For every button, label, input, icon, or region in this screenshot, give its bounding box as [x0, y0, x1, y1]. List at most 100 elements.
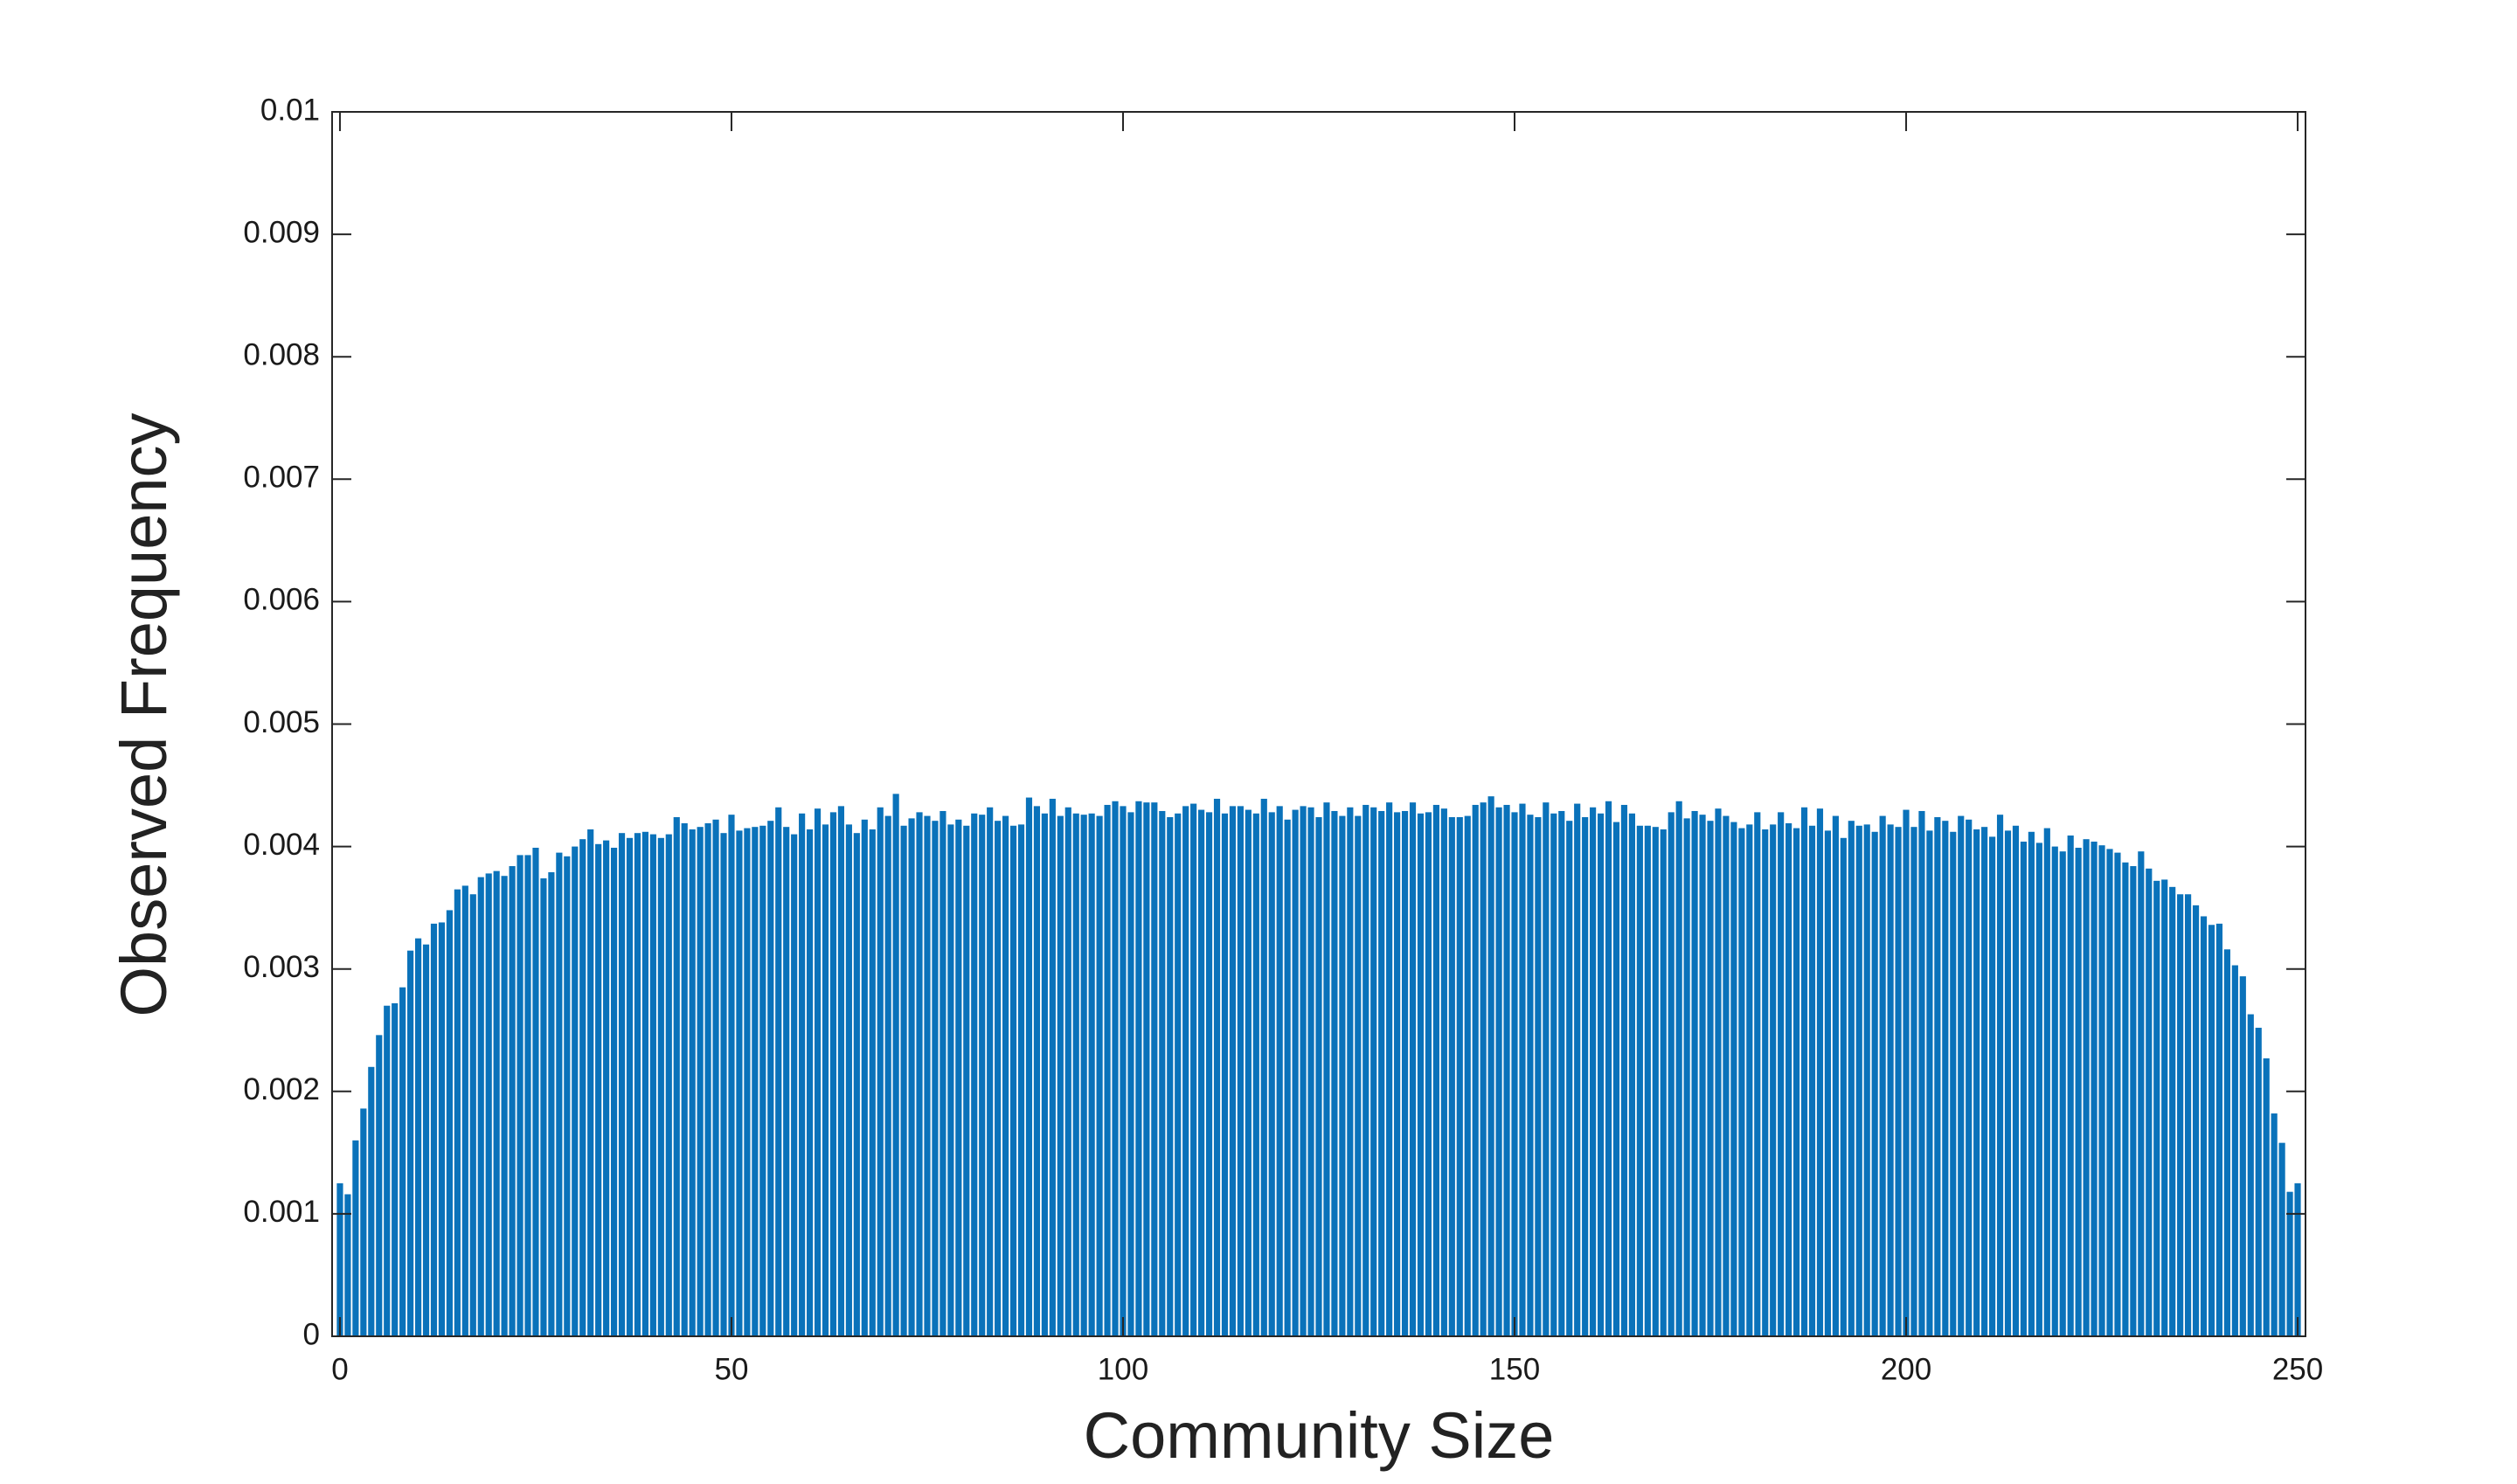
- bar: [987, 807, 994, 1336]
- bar: [2247, 1014, 2254, 1336]
- bar: [1480, 802, 1487, 1336]
- bar: [1072, 813, 1079, 1336]
- bar: [1143, 802, 1150, 1336]
- bar: [916, 812, 923, 1336]
- bar: [2106, 849, 2113, 1336]
- bar: [2208, 925, 2215, 1336]
- bar: [1879, 815, 1886, 1336]
- bar: [775, 807, 782, 1336]
- bar: [2255, 1027, 2262, 1336]
- bar: [681, 822, 688, 1336]
- bar: [1175, 813, 1182, 1336]
- bar: [360, 1108, 367, 1336]
- bar: [744, 828, 751, 1336]
- bar: [1543, 802, 1550, 1336]
- bar: [1339, 815, 1346, 1336]
- bar: [673, 816, 680, 1336]
- bar: [2271, 1113, 2278, 1336]
- bar: [1323, 802, 1330, 1336]
- bar: [610, 848, 618, 1336]
- bar: [1519, 803, 1526, 1336]
- bar: [2051, 846, 2058, 1336]
- bar: [579, 839, 586, 1336]
- bar: [1754, 812, 1761, 1336]
- bar: [1237, 806, 1244, 1336]
- bar: [963, 825, 970, 1336]
- bar: [1315, 816, 1322, 1336]
- bar: [1590, 807, 1597, 1336]
- bar: [2004, 830, 2012, 1336]
- x-tick-label: 250: [2272, 1352, 2323, 1386]
- bar: [1989, 836, 1996, 1336]
- bar: [1276, 806, 1283, 1336]
- bar: [509, 866, 516, 1336]
- bar: [1378, 810, 1385, 1336]
- bar: [1487, 796, 1494, 1336]
- bar: [2012, 825, 2020, 1336]
- bar: [900, 825, 907, 1336]
- bar: [1958, 815, 1965, 1336]
- bar: [1683, 818, 1690, 1336]
- bar: [1401, 810, 1409, 1336]
- bar: [1715, 808, 1722, 1336]
- bar: [392, 1002, 399, 1336]
- bar: [2035, 843, 2042, 1336]
- bar: [1190, 803, 1197, 1336]
- bar: [493, 870, 500, 1336]
- bar: [908, 818, 915, 1336]
- y-axis-label: Observed Frequency: [107, 413, 180, 1016]
- bar: [1440, 808, 1447, 1336]
- bar: [1652, 827, 1659, 1336]
- bar: [485, 873, 492, 1336]
- bar: [806, 829, 814, 1336]
- bar: [414, 938, 422, 1336]
- bar: [665, 834, 672, 1336]
- bar: [712, 819, 719, 1336]
- bar: [799, 813, 806, 1336]
- bar: [1135, 801, 1142, 1336]
- bar: [783, 827, 790, 1336]
- bar: [2138, 851, 2145, 1336]
- bar: [2091, 841, 2098, 1336]
- y-tick-label: 0.002: [243, 1072, 320, 1106]
- bar: [2075, 848, 2082, 1336]
- bar: [1620, 804, 1628, 1336]
- x-tick-label: 150: [1489, 1352, 1540, 1386]
- bar: [1808, 825, 1816, 1336]
- y-tick-label: 0.01: [260, 93, 320, 127]
- bar: [720, 833, 727, 1336]
- bar: [2059, 851, 2066, 1336]
- bar: [2146, 868, 2153, 1336]
- bar: [1574, 803, 1581, 1336]
- bar: [1017, 824, 1025, 1336]
- bar: [1355, 815, 1362, 1336]
- bar: [2192, 905, 2200, 1336]
- bar: [2286, 1191, 2293, 1336]
- bar: [477, 877, 484, 1336]
- bar: [1644, 825, 1651, 1336]
- bar: [791, 834, 798, 1336]
- bar: [2114, 852, 2121, 1336]
- bar: [861, 819, 868, 1336]
- bar: [1910, 827, 1917, 1336]
- bar: [2028, 831, 2035, 1336]
- bar: [1464, 815, 1471, 1336]
- bar: [1800, 807, 1808, 1336]
- bar: [892, 794, 899, 1336]
- bar: [1252, 813, 1259, 1336]
- bar: [1284, 819, 1291, 1336]
- bar: [1597, 813, 1605, 1336]
- bar: [1112, 801, 1119, 1336]
- bar: [587, 829, 594, 1336]
- bar: [924, 815, 931, 1336]
- bar: [344, 1194, 351, 1336]
- bar: [1762, 829, 1769, 1336]
- bar: [1887, 824, 1894, 1336]
- bar: [1213, 798, 1221, 1336]
- bar: [1966, 819, 1973, 1336]
- bar: [2223, 949, 2230, 1336]
- bar: [1182, 806, 1189, 1336]
- bar: [697, 827, 704, 1336]
